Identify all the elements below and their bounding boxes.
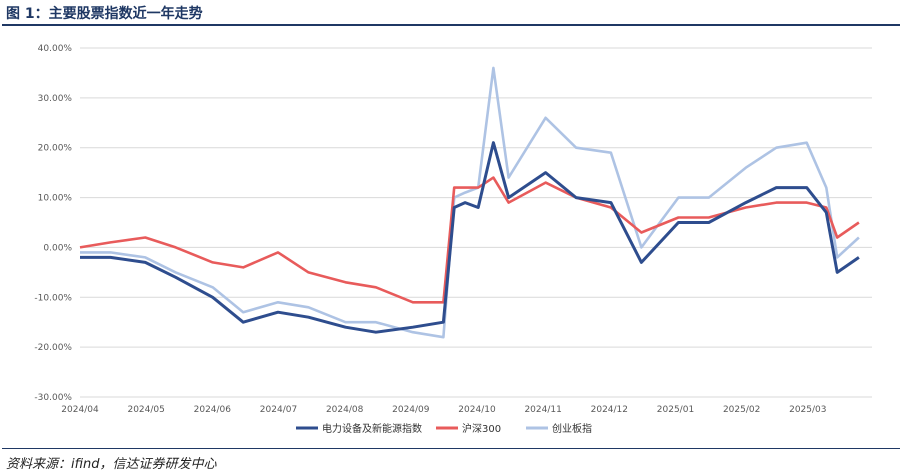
- y-tick-label: 30.00%: [38, 94, 73, 104]
- y-axis: -30.00% -20.00% -10.00% 0.00% 10.00% 20.00% 30…: [34, 44, 72, 403]
- series-line-1: [79, 176, 860, 304]
- x-tick-label: 2024/05: [127, 405, 164, 415]
- legend-label: 创业板指: [552, 422, 592, 435]
- gridlines: [80, 47, 872, 398]
- source-note: 资料来源：ifind，信达证券研发中心: [6, 457, 217, 472]
- legend-label: 电力设备及新能源指数: [322, 422, 422, 435]
- y-tick-label: 10.00%: [38, 194, 73, 204]
- series-line-0: [80, 141, 860, 334]
- x-tick-label: 2024/06: [194, 405, 232, 415]
- y-tick-label: -30.00%: [34, 393, 72, 403]
- title-divider: [2, 24, 900, 26]
- x-tick-label: 2024/08: [326, 405, 364, 415]
- x-tick-label: 2025/01: [657, 405, 694, 415]
- y-tick-label: -10.00%: [34, 293, 72, 303]
- y-tick-label: 40.00%: [38, 44, 73, 54]
- y-tick-label: 0.00%: [43, 243, 72, 253]
- x-tick-label: 2024/11: [524, 405, 561, 415]
- y-tick-label: 20.00%: [38, 144, 73, 154]
- x-tick-label: 2024/07: [260, 405, 297, 415]
- line-chart: -30.00% -20.00% -10.00% 0.00% 10.00% 20.00% 30…: [34, 44, 872, 435]
- source-divider: [2, 448, 900, 449]
- x-axis: 2024/04 2024/05 2024/06 2024/07 2024/08 2024/…: [61, 405, 826, 415]
- legend-label: 沪深300: [462, 422, 501, 435]
- y-tick-label: -20.00%: [34, 343, 72, 353]
- x-tick-label: 2025/03: [789, 405, 826, 415]
- page-title: 图 1：主要股票指数近一年走势: [6, 6, 203, 22]
- legend: 电力设备及新能源指数 沪深300 创业板指: [296, 422, 592, 435]
- series-lines: [79, 66, 860, 339]
- x-tick-label: 2025/02: [723, 405, 760, 415]
- x-tick-label: 2024/04: [61, 405, 99, 415]
- x-tick-label: 2024/12: [591, 405, 628, 415]
- x-tick-label: 2024/10: [458, 405, 496, 415]
- x-tick-label: 2024/09: [392, 405, 430, 415]
